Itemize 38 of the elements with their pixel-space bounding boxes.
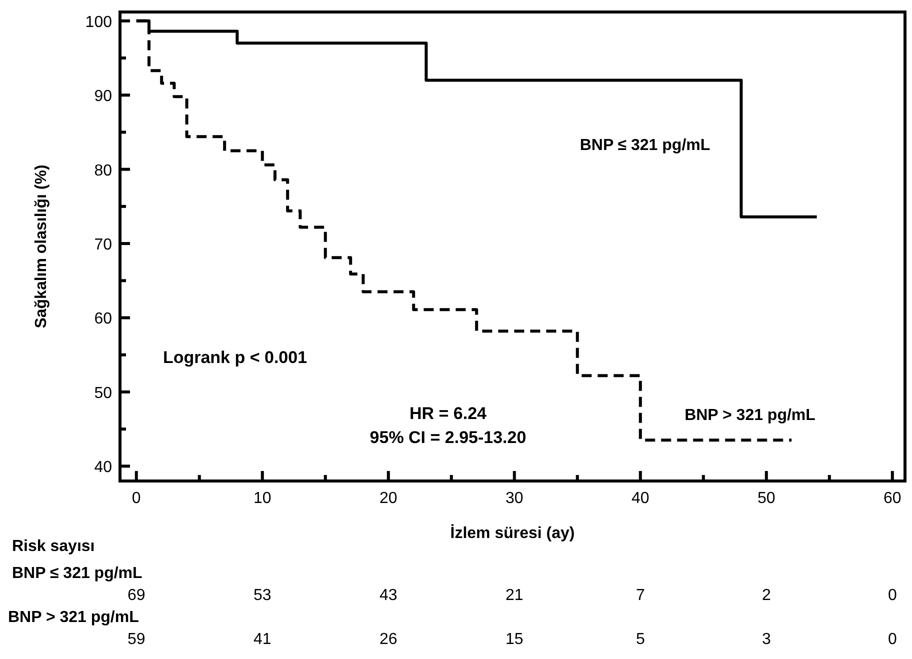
text: 5	[636, 631, 645, 648]
x-tick-label: 30	[505, 490, 524, 507]
text: 26	[379, 631, 398, 648]
text: 0	[888, 631, 897, 648]
y-tick-label: 60	[94, 310, 112, 328]
y-tick-label: 40	[94, 459, 112, 476]
text: Risk sayısı	[12, 538, 95, 555]
text: 7	[636, 587, 645, 604]
y-tick-label: 90	[94, 88, 112, 106]
text: 21	[505, 587, 524, 604]
series-label: BNP ≤ 321 pg/mL	[580, 137, 710, 154]
text: 43	[379, 587, 398, 604]
series-label: BNP > 321 pg/mL	[684, 407, 816, 424]
x-axis-title: İzlem süresi (ay)	[450, 524, 575, 542]
x-tick-label: 20	[379, 490, 398, 507]
annotation: Logrank p < 0.001	[162, 348, 308, 367]
x-tick-label: 0	[132, 490, 141, 507]
text: 2	[762, 587, 771, 604]
text: 3	[762, 631, 771, 648]
text: 0	[888, 587, 897, 604]
y-axis-title: Sağkalım olasılığı (%)	[33, 164, 50, 328]
y-tick-label: 80	[94, 162, 112, 180]
text: 41	[253, 631, 272, 648]
text: 59	[127, 631, 146, 648]
y-tick-label: 70	[94, 236, 112, 254]
text: 69	[127, 587, 146, 604]
x-tick-label: 50	[758, 490, 776, 507]
text: BNP > 321 pg/mL	[8, 609, 140, 626]
x-tick-label: 10	[253, 490, 272, 507]
text: BNP ≤ 321 pg/mL	[12, 565, 143, 582]
text: 15	[505, 631, 524, 648]
x-tick-label: 40	[631, 490, 650, 507]
y-tick-label: 100	[85, 14, 112, 31]
annotation: 95% CI = 2.95-13.20	[370, 428, 526, 447]
annotation: HR = 6.24	[409, 404, 488, 423]
text: 53	[253, 587, 272, 604]
x-tick-label: 60	[884, 490, 902, 507]
y-tick-label: 50	[94, 384, 112, 402]
